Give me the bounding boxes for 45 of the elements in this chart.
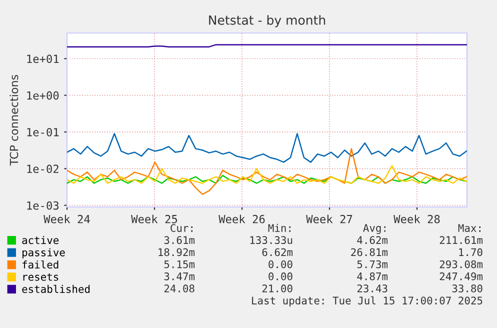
text: 23.43 bbox=[357, 284, 388, 292]
text: 6.62m bbox=[262, 248, 293, 256]
x-tick-label: Week 26 bbox=[218, 214, 265, 224]
text: 133.33u bbox=[250, 236, 292, 244]
line-series bbox=[67, 148, 467, 195]
y-tick-label: 1e+01 bbox=[27, 54, 59, 64]
text: 4.87m bbox=[357, 272, 388, 280]
text: 18.92m bbox=[158, 248, 195, 256]
legend-label: passive bbox=[22, 248, 65, 258]
legend-label: failed bbox=[22, 260, 58, 269]
text: 3.61m bbox=[164, 236, 195, 244]
text: 247.49m bbox=[440, 272, 483, 280]
text: 211.61m bbox=[440, 236, 483, 244]
x-tick-label: Week 28 bbox=[394, 214, 440, 224]
y-tick-label: 1e-03 bbox=[27, 201, 59, 210]
text: 0.00 bbox=[268, 272, 292, 280]
x-tick-label: Week 27 bbox=[306, 214, 352, 224]
chart-title: Netstat - by month bbox=[209, 15, 326, 28]
text: Avg: bbox=[363, 224, 386, 234]
text: 21.00 bbox=[262, 284, 292, 292]
text: 4.62m bbox=[357, 236, 388, 244]
text: 5.73m bbox=[357, 260, 388, 268]
text: Last update: Tue Jul 15 17:00:07 2025 bbox=[252, 296, 482, 306]
x-tick-label: Week 25 bbox=[131, 214, 178, 224]
x-tick-label: Week 24 bbox=[44, 214, 90, 224]
text: 33.80 bbox=[452, 284, 482, 292]
y-tick-label: 1e+00 bbox=[27, 91, 59, 100]
legend-label: active bbox=[22, 236, 59, 244]
legend-label: established bbox=[22, 284, 90, 293]
text: Max: bbox=[458, 224, 480, 232]
text: 1.70 bbox=[459, 248, 482, 256]
text: 0.00 bbox=[268, 260, 292, 268]
text: Cur: bbox=[170, 224, 192, 232]
text: 26.81m bbox=[351, 248, 388, 256]
text: 24.08 bbox=[164, 284, 194, 292]
line-series bbox=[67, 133, 467, 163]
text: 293.08m bbox=[440, 260, 483, 268]
line-series bbox=[67, 165, 467, 184]
text: 5.15m bbox=[164, 260, 195, 268]
y-axis-title: TCP connections bbox=[10, 74, 18, 166]
legend-label: resets bbox=[23, 273, 58, 281]
y-tick-label: 1e-02 bbox=[27, 164, 58, 174]
text: 3.47m bbox=[164, 272, 195, 280]
text: Min: bbox=[268, 224, 290, 232]
y-tick-label: 1e-01 bbox=[27, 128, 59, 136]
